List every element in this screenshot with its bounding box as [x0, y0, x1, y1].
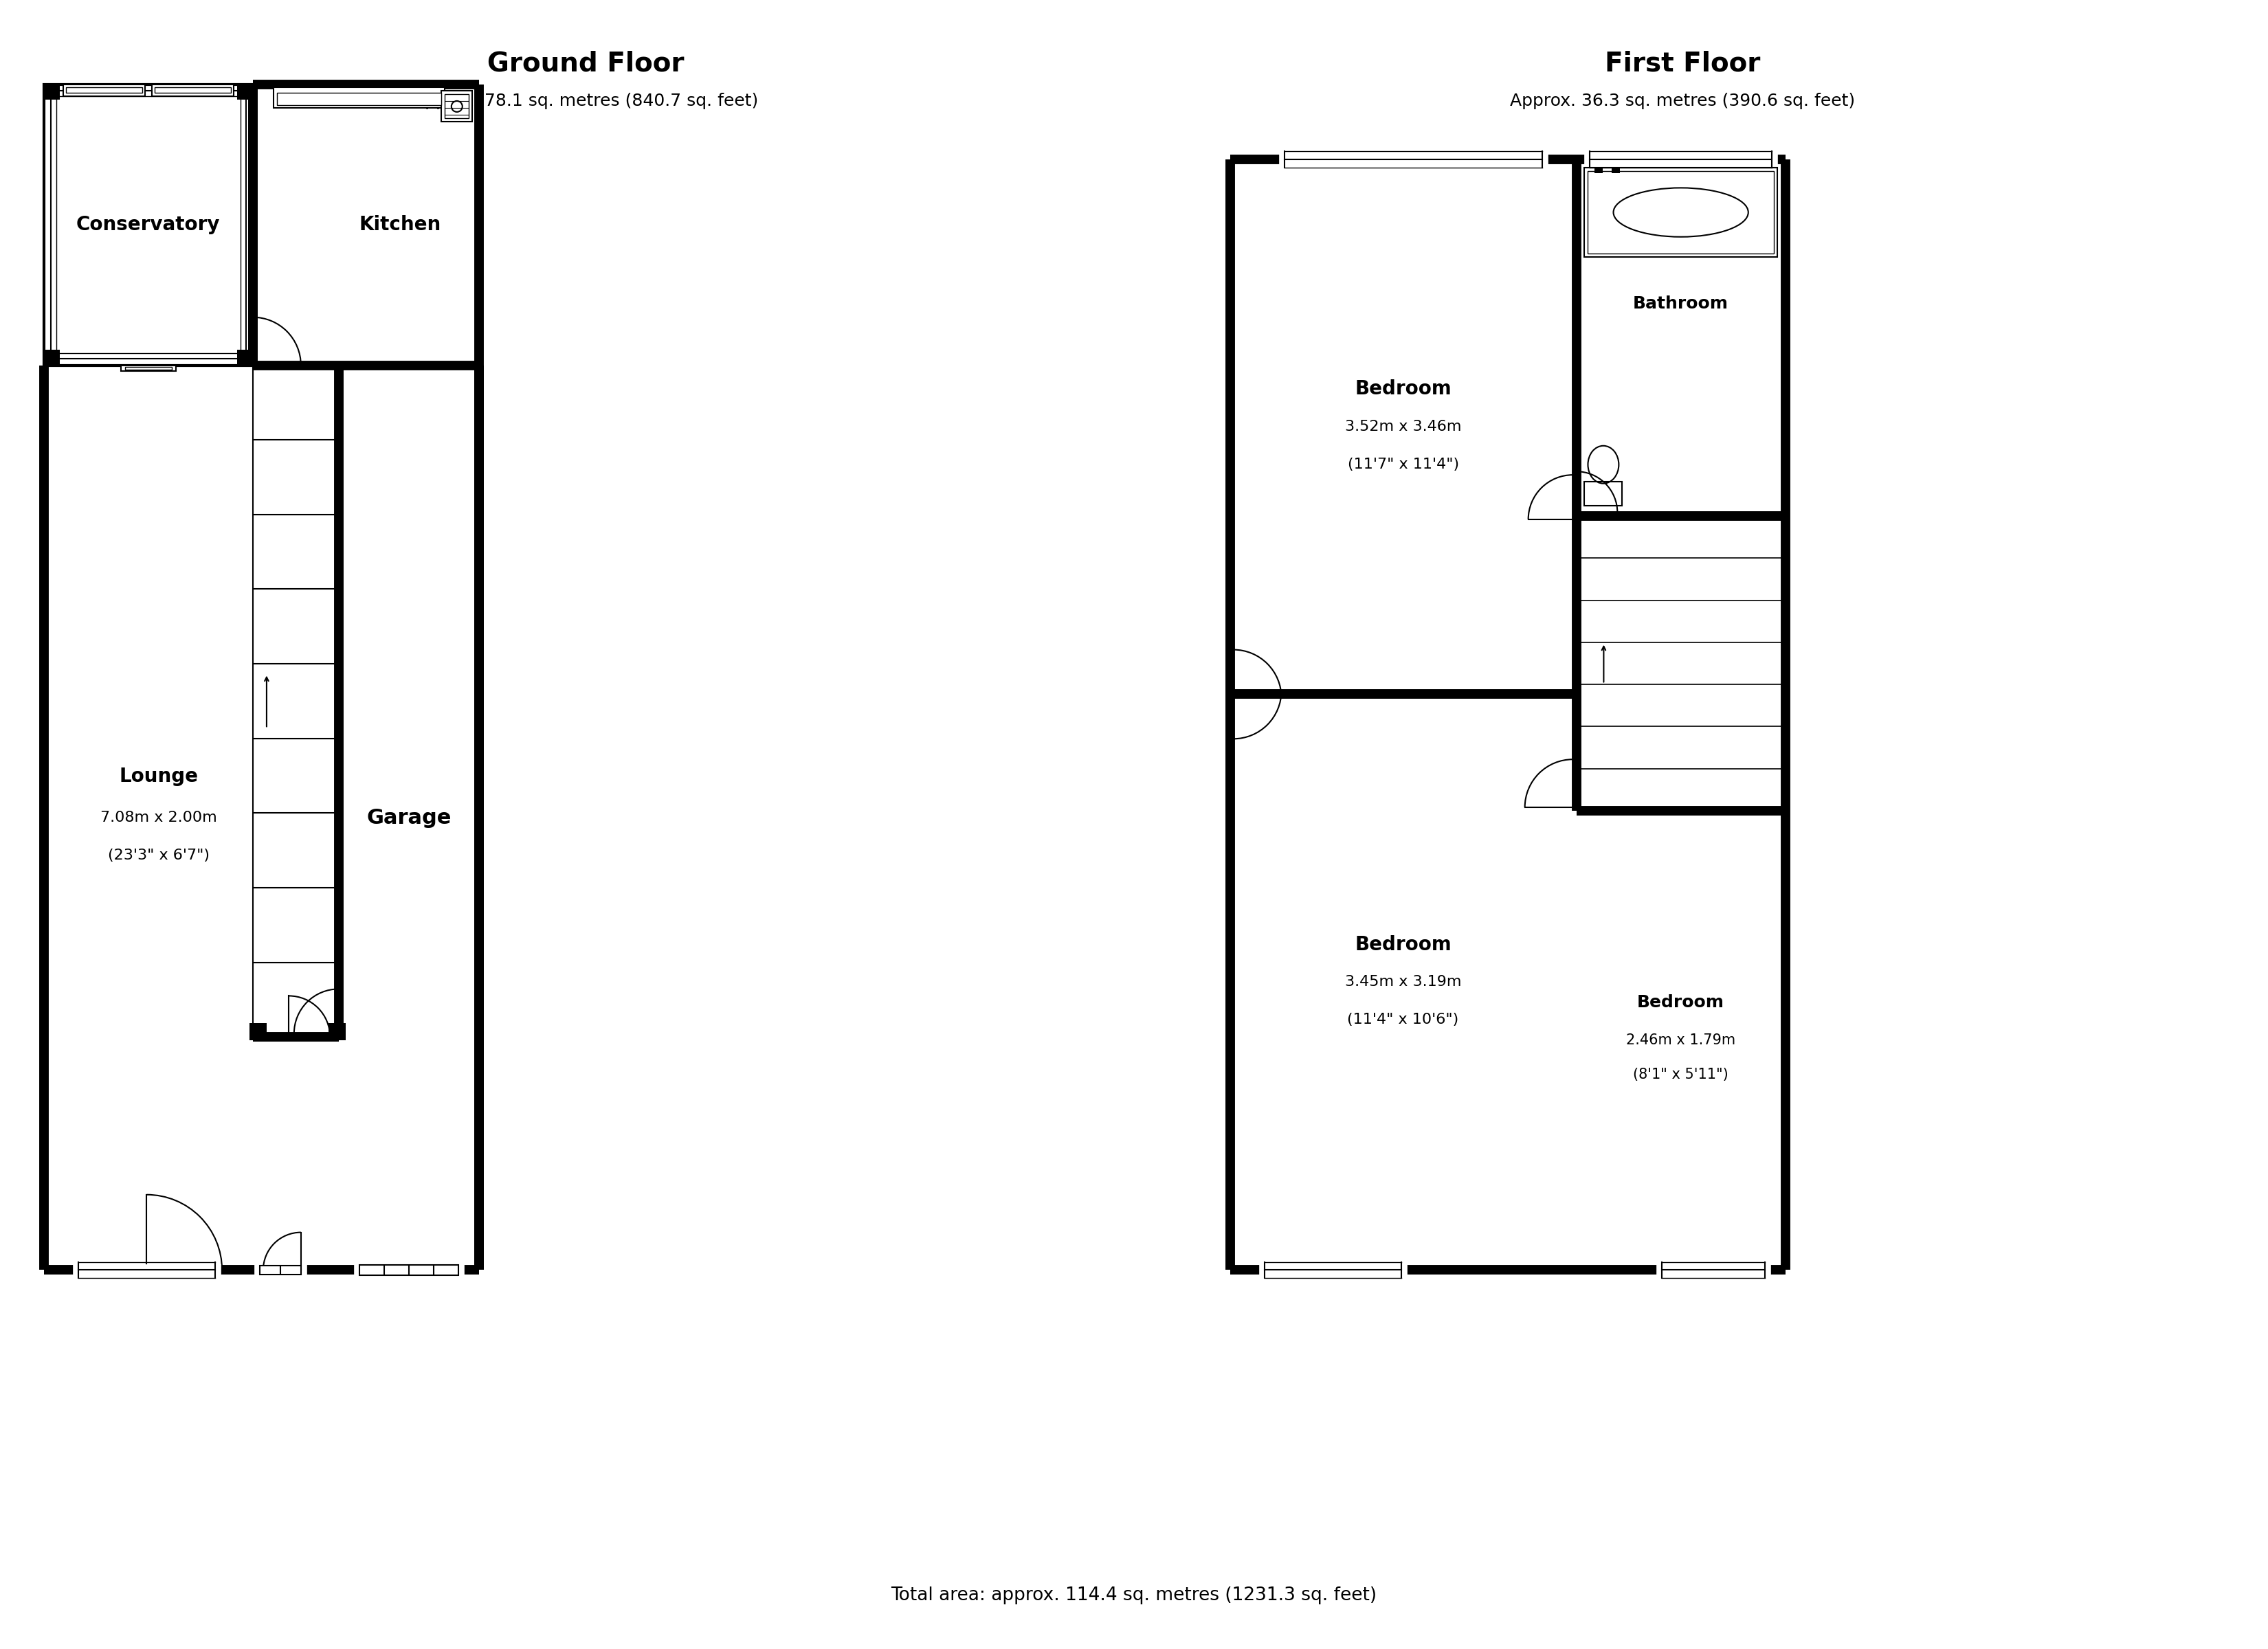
Bar [442, 91, 472, 122]
Bar [1588, 171, 1774, 254]
Text: (23'3" x 6'7"): (23'3" x 6'7") [109, 849, 209, 862]
Text: Conservatory: Conservatory [77, 214, 220, 234]
Text: Ground Floor: Ground Floor [488, 51, 685, 76]
Text: 3.45m x 3.19m: 3.45m x 3.19m [1345, 975, 1461, 989]
Text: Bathroom: Bathroom [1633, 295, 1728, 312]
Bar [57, 97, 240, 353]
Bar [50, 91, 245, 358]
Bar [43, 84, 254, 364]
Text: (8'1" x 5'11"): (8'1" x 5'11") [1633, 1069, 1728, 1082]
Text: (11'4" x 10'6"): (11'4" x 10'6") [1347, 1012, 1458, 1027]
Bar [125, 366, 172, 369]
Bar [249, 1024, 268, 1041]
Text: Bedroom: Bedroom [1354, 935, 1452, 955]
Bar [1613, 168, 1619, 173]
Bar [238, 84, 254, 101]
Text: 2.46m x 1.79m: 2.46m x 1.79m [1626, 1034, 1735, 1047]
Text: Bedroom: Bedroom [1637, 994, 1724, 1011]
Bar [238, 350, 254, 364]
Bar [43, 84, 59, 101]
Bar [261, 1265, 302, 1275]
Bar [154, 87, 231, 92]
Bar [358, 1265, 458, 1276]
Bar [329, 1024, 345, 1041]
Text: Total area: approx. 114.4 sq. metres (1231.3 sq. feet): Total area: approx. 114.4 sq. metres (12… [891, 1586, 1377, 1604]
Text: 7.08m x 2.00m: 7.08m x 2.00m [100, 811, 218, 824]
Text: Bedroom: Bedroom [1354, 379, 1452, 399]
Bar [66, 87, 143, 92]
Bar [152, 84, 234, 97]
Bar [43, 350, 59, 364]
Text: Approx. 78.1 sq. metres (840.7 sq. feet): Approx. 78.1 sq. metres (840.7 sq. feet) [413, 92, 758, 109]
Bar [120, 364, 175, 371]
Text: Approx. 36.3 sq. metres (390.6 sq. feet): Approx. 36.3 sq. metres (390.6 sq. feet) [1510, 92, 1855, 109]
Bar [64, 84, 145, 97]
Bar [1585, 168, 1778, 257]
Text: Kitchen: Kitchen [358, 214, 442, 234]
Bar [277, 92, 442, 106]
Text: First Floor: First Floor [1606, 51, 1760, 76]
Bar [445, 94, 469, 119]
Bar [1594, 168, 1603, 173]
Text: 3.52m x 3.46m: 3.52m x 3.46m [1345, 420, 1461, 434]
Bar [274, 87, 445, 109]
Bar [1585, 482, 1622, 506]
Text: (11'7" x 11'4"): (11'7" x 11'4") [1347, 458, 1458, 472]
Text: Garage: Garage [367, 808, 451, 828]
Text: Lounge: Lounge [120, 767, 197, 787]
